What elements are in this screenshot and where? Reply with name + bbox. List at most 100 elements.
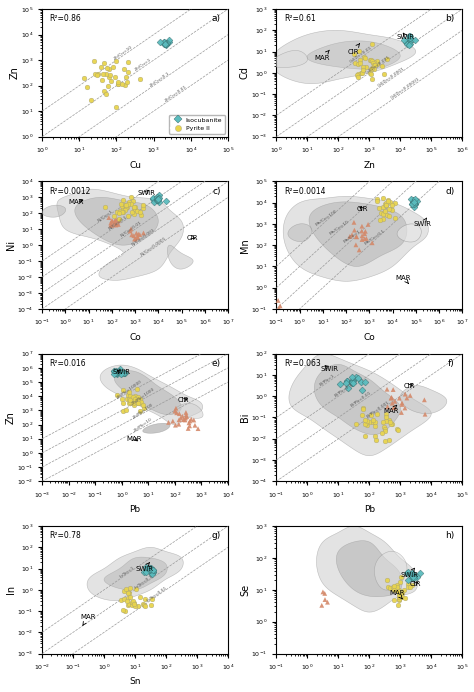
Point (396, 392, 403, 403)
Point (387, 583, 394, 594)
Text: Zn/Pb=10: Zn/Pb=10 (134, 417, 154, 432)
Point (136, 206, 144, 217)
Point (125, 387, 132, 398)
Point (386, 416, 394, 427)
Point (120, 593, 128, 604)
Point (111, 216, 118, 227)
Text: Cd/Zn=0.00001: Cd/Zn=0.00001 (390, 77, 420, 100)
Point (360, 51, 368, 62)
Point (161, 39, 168, 50)
Point (149, 565, 157, 576)
Point (120, 368, 128, 379)
Point (348, 375, 356, 386)
Point (126, 397, 133, 408)
Text: CIR: CIR (410, 581, 421, 588)
Point (401, 403, 409, 414)
Point (128, 599, 136, 610)
Point (403, 392, 410, 403)
Point (393, 580, 401, 591)
Text: Zn/Cu=0.01: Zn/Cu=0.01 (164, 84, 188, 102)
Point (274, 295, 282, 306)
Point (114, 206, 121, 217)
Point (353, 70, 361, 81)
Point (401, 389, 409, 400)
Point (182, 412, 190, 424)
Point (103, 62, 111, 73)
Point (389, 582, 396, 593)
Text: Zn/Pb=10000: Zn/Pb=10000 (116, 380, 143, 400)
Point (357, 376, 365, 388)
Point (363, 419, 371, 430)
Point (129, 397, 137, 408)
Point (118, 394, 126, 405)
Point (383, 210, 391, 221)
Point (130, 203, 138, 214)
Point (182, 407, 190, 418)
Point (391, 396, 399, 407)
Point (125, 56, 132, 67)
Point (83, 82, 91, 93)
Point (108, 215, 116, 226)
Point (99, 75, 106, 86)
Text: f): f) (448, 359, 455, 368)
Point (401, 35, 408, 46)
Point (383, 383, 391, 394)
Point (368, 63, 376, 74)
Text: R²=0.0014: R²=0.0014 (284, 187, 325, 196)
Point (111, 217, 118, 228)
Point (135, 393, 142, 404)
Point (114, 78, 122, 89)
Point (410, 197, 417, 208)
Point (368, 68, 375, 79)
Point (112, 219, 120, 230)
Point (114, 76, 121, 87)
Point (108, 75, 115, 86)
Text: SWIR: SWIR (397, 33, 415, 39)
Point (124, 588, 132, 599)
Point (382, 424, 389, 435)
Point (141, 402, 148, 413)
Point (120, 585, 128, 597)
Point (119, 604, 127, 615)
Point (398, 399, 406, 410)
Point (117, 199, 125, 210)
Point (361, 228, 368, 239)
Y-axis label: Zn: Zn (9, 66, 19, 80)
Point (114, 215, 121, 226)
Point (358, 226, 365, 237)
Point (372, 417, 379, 428)
Point (348, 372, 356, 383)
Point (128, 206, 136, 217)
Point (383, 199, 390, 210)
Point (148, 594, 155, 605)
Point (354, 71, 362, 82)
Point (154, 194, 161, 206)
Y-axis label: Cd: Cd (240, 66, 250, 80)
Point (348, 378, 356, 389)
Point (388, 203, 395, 215)
Point (342, 378, 350, 389)
Point (402, 37, 410, 48)
Polygon shape (143, 424, 170, 433)
Polygon shape (100, 365, 203, 425)
Point (404, 567, 411, 578)
Point (390, 581, 397, 592)
Point (394, 599, 401, 610)
Point (106, 69, 114, 80)
Point (398, 397, 406, 408)
Point (413, 571, 421, 582)
Point (367, 63, 375, 74)
Text: Mn/Co=100: Mn/Co=100 (315, 209, 338, 226)
Text: Mn/Co=10: Mn/Co=10 (329, 219, 350, 236)
Polygon shape (337, 540, 402, 597)
Point (105, 80, 112, 91)
Point (405, 30, 413, 42)
Point (381, 426, 389, 437)
Text: Ni/Co=1: Ni/Co=1 (97, 209, 114, 222)
Point (350, 217, 358, 228)
Point (154, 193, 161, 204)
Point (131, 600, 139, 611)
Point (124, 66, 132, 78)
Point (129, 596, 137, 607)
Point (384, 581, 392, 592)
